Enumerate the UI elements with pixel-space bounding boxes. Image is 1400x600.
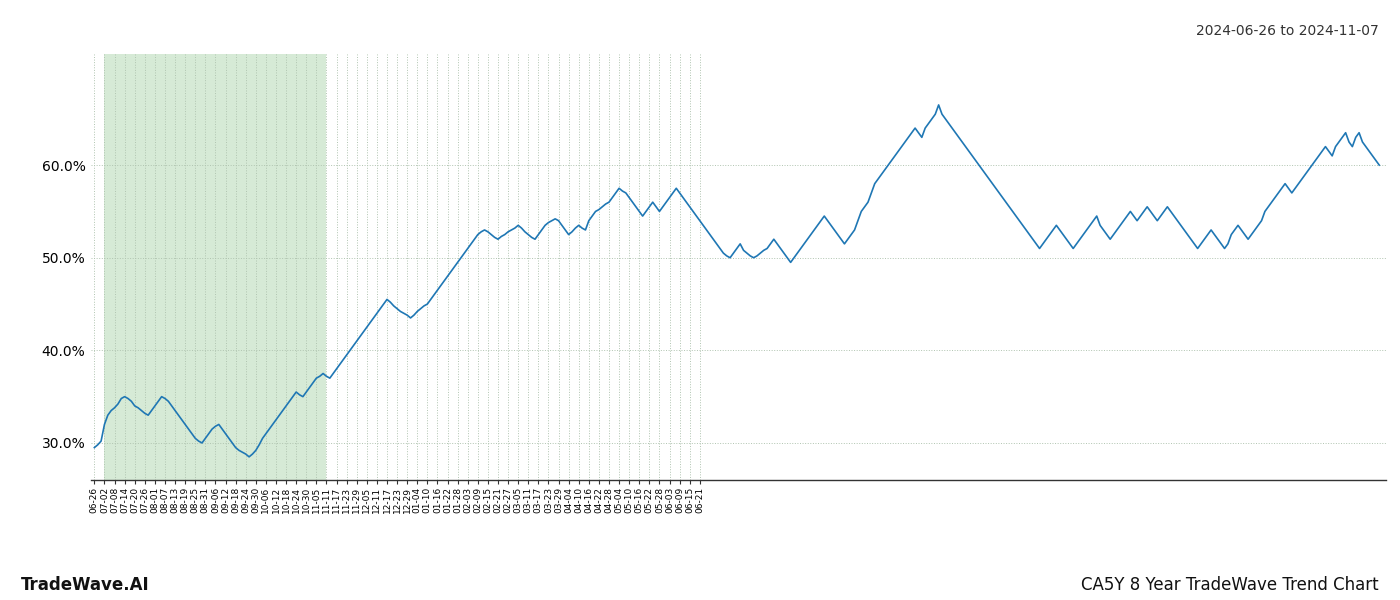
Text: CA5Y 8 Year TradeWave Trend Chart: CA5Y 8 Year TradeWave Trend Chart [1081, 576, 1379, 594]
Text: 2024-06-26 to 2024-11-07: 2024-06-26 to 2024-11-07 [1196, 24, 1379, 38]
Text: TradeWave.AI: TradeWave.AI [21, 576, 150, 594]
Bar [105, 54, 326, 480]
